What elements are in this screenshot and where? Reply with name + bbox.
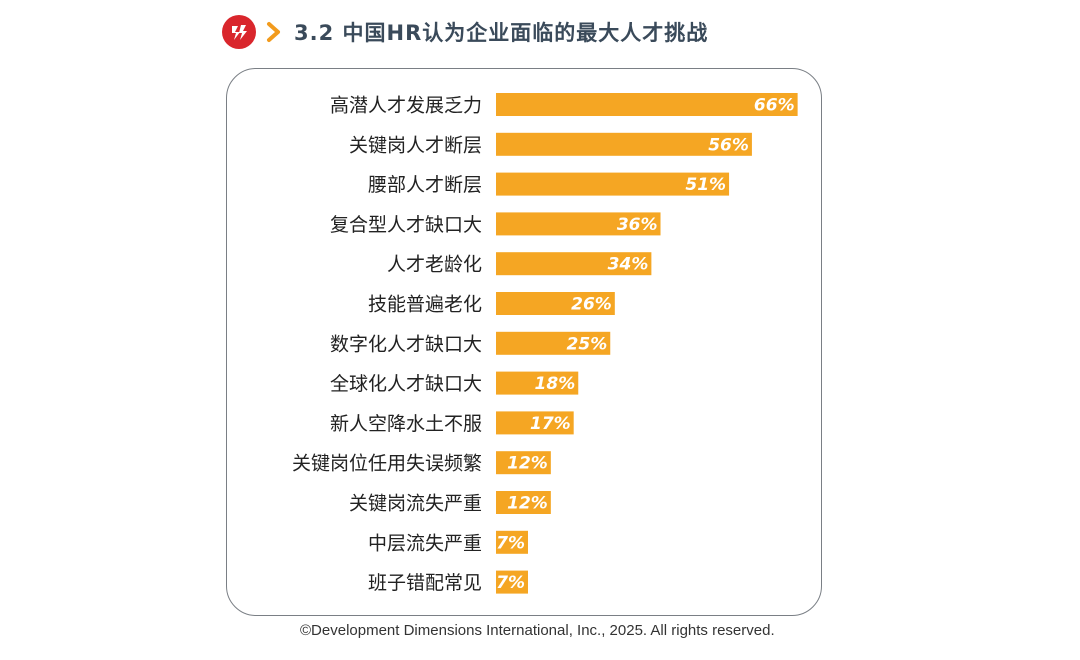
data-label: 7% [496,533,525,553]
category-label: 复合型人才缺口大 [330,214,482,236]
bar [496,252,652,276]
bar [496,451,551,475]
bar [496,93,798,116]
logo-icon [222,15,256,49]
category-label: 班子错配常见 [368,572,482,594]
data-label: 12% [507,494,548,514]
category-label: 技能普遍老化 [368,294,482,316]
bar [496,212,661,236]
copyright-text: ©Development Dimensions International, I… [300,622,775,639]
data-label: 34% [608,255,649,275]
data-label: 17% [530,414,571,434]
category-label: 数字化人才缺口大 [330,333,482,355]
data-label: 56% [708,135,749,155]
data-label: 26% [571,295,612,315]
data-label: 25% [567,334,608,354]
data-label: 12% [507,454,548,474]
category-label: 新人空降水土不服 [330,413,482,435]
category-label: 关键岗流失严重 [349,493,482,515]
bar [496,132,752,156]
chevron-right-icon [267,22,280,42]
bar [496,491,551,514]
category-label: 人才老龄化 [387,254,482,276]
bar [496,292,615,315]
bar [496,172,730,196]
bar [496,371,579,395]
data-label: 7% [496,573,525,593]
bar [496,570,528,594]
header: 3.2 中国HR认为企业面临的最大人才挑战 [222,14,708,50]
bar [496,411,574,435]
category-label: 全球化人才缺口大 [330,373,482,395]
data-label: 18% [535,374,576,394]
page-title: 3.2 中国HR认为企业面临的最大人才挑战 [294,21,709,45]
chart-container [226,68,822,616]
bar [496,530,528,554]
data-label: 36% [617,215,658,235]
category-label: 中层流失严重 [368,532,482,554]
data-label: 51% [685,175,726,195]
category-label: 腰部人才断层 [368,174,482,196]
data-label: 66% [754,96,795,116]
category-label: 关键岗人才断层 [349,134,482,156]
category-label: 关键岗位任用失误频繁 [292,453,482,475]
bar [496,331,611,355]
category-label: 高潜人才发展乏力 [330,95,482,117]
